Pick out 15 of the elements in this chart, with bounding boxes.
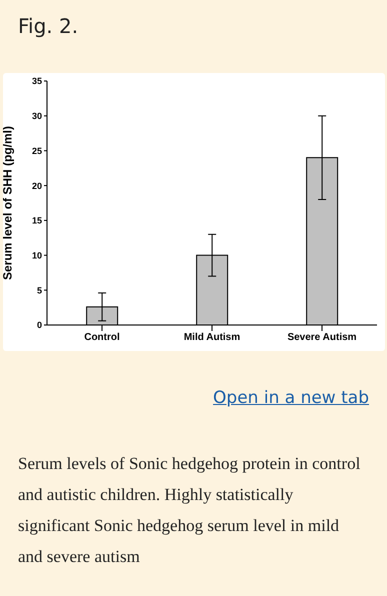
x-tick-label: Mild Autism bbox=[184, 332, 240, 344]
x-tick-label: Severe Autism bbox=[287, 332, 357, 344]
y-tick-label: 30 bbox=[32, 111, 42, 122]
text: Open in a new tab bbox=[213, 388, 369, 408]
y-tick-label: 15 bbox=[32, 216, 42, 226]
x-tick-label: Control bbox=[84, 332, 120, 344]
y-tick-label: 5 bbox=[36, 285, 42, 296]
y-tick-label: 20 bbox=[32, 180, 42, 191]
y-axis-title: Serum level of SHH (pg/ml) bbox=[0, 126, 14, 280]
chart-title: Fig. 2. bbox=[18, 14, 78, 38]
y-tick-label: 35 bbox=[32, 76, 42, 86]
y-tick-label: 0 bbox=[36, 320, 42, 330]
y-tick-label: 25 bbox=[32, 146, 42, 156]
y-tick-label: 10 bbox=[32, 250, 42, 260]
text: Serum levels of Sonic hedgehog protein in control and autistic children. Highly statistically significant Sonic hedgehog serum level in mild and severe autism bbox=[18, 453, 362, 568]
